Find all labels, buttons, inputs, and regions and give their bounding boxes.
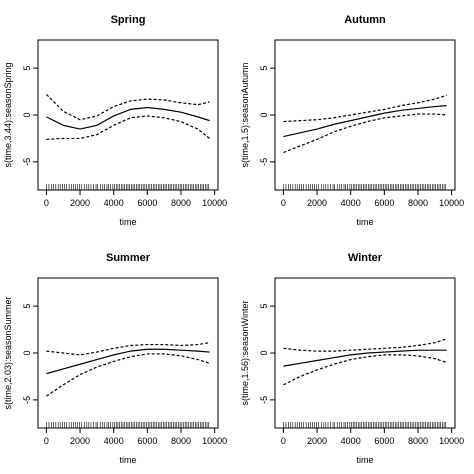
y-tick-label: 5 bbox=[259, 66, 269, 71]
plot-frame bbox=[274, 39, 456, 191]
x-tick-label: 4000 bbox=[104, 198, 124, 208]
y-tick-label: -5 bbox=[259, 396, 269, 404]
series-upper-line bbox=[46, 342, 210, 356]
x-tick-label: 10000 bbox=[439, 198, 464, 208]
y-tick-label: 5 bbox=[22, 66, 32, 71]
series-fit-line bbox=[283, 105, 447, 138]
y-axis-label: s(time,3.44):seasonSpring bbox=[3, 62, 13, 167]
panel-title: Winter bbox=[348, 252, 383, 264]
y-tick-label: -5 bbox=[259, 158, 269, 166]
series-lower-line bbox=[46, 353, 210, 397]
x-tick-label: 4000 bbox=[341, 198, 361, 208]
x-tick-label: 8000 bbox=[408, 198, 428, 208]
x-tick-label: 8000 bbox=[408, 436, 428, 446]
y-axis-label: s(time,1.5):seasonAutumn bbox=[240, 62, 250, 167]
x-tick-label: 2000 bbox=[307, 436, 327, 446]
x-tick-label: 6000 bbox=[137, 198, 157, 208]
x-tick-label: 0 bbox=[44, 198, 49, 208]
panel-1: Spring 0 2000 4000 6000 8000 10000 -5 0 5 time s(ti… bbox=[3, 14, 227, 227]
x-tick-label: 4000 bbox=[104, 436, 124, 446]
series-upper-line bbox=[45, 93, 210, 121]
y-tick-label: 5 bbox=[22, 304, 32, 309]
x-tick-label: 10000 bbox=[202, 198, 227, 208]
panel-title: Autumn bbox=[344, 14, 386, 26]
series-fit-line bbox=[46, 348, 210, 375]
y-tick-label: -5 bbox=[22, 396, 32, 404]
plot-frame bbox=[37, 277, 219, 429]
x-tick-label: 2000 bbox=[307, 198, 327, 208]
y-tick-label: 0 bbox=[259, 112, 269, 117]
panel-title: Spring bbox=[111, 14, 146, 26]
series-upper-line bbox=[283, 94, 447, 123]
series-upper-line bbox=[283, 338, 447, 352]
series-lower-line bbox=[46, 115, 210, 140]
panel-title: Summer bbox=[106, 252, 151, 264]
x-tick-label: 10000 bbox=[439, 436, 464, 446]
y-axis-label: s(time,1.56):seasonWinter bbox=[240, 300, 250, 405]
x-tick-label: 2000 bbox=[70, 436, 90, 446]
x-tick-label: 8000 bbox=[171, 436, 191, 446]
x-tick-label: 2000 bbox=[70, 198, 90, 208]
x-axis-label: time bbox=[119, 455, 136, 465]
y-tick-label: 5 bbox=[259, 304, 269, 309]
y-axis-label: s(time,2.03):seasonSummer bbox=[3, 296, 13, 409]
series-lower-line bbox=[283, 113, 447, 154]
y-tick-label: -5 bbox=[22, 158, 32, 166]
panel-3: Summer 0 2000 4000 6000 8000 10000 -5 0 5 time s(ti… bbox=[3, 252, 227, 465]
y-tick-label: 0 bbox=[22, 350, 32, 355]
x-tick-label: 6000 bbox=[137, 436, 157, 446]
x-tick-label: 0 bbox=[281, 436, 286, 446]
x-axis-label: time bbox=[356, 217, 373, 227]
x-axis-label: time bbox=[119, 217, 136, 227]
x-tick-label: 4000 bbox=[341, 436, 361, 446]
x-axis-label: time bbox=[356, 455, 373, 465]
panel-2: Autumn 0 2000 4000 6000 8000 10000 -5 0 5 time s(ti… bbox=[240, 14, 464, 227]
x-tick-label: 6000 bbox=[374, 436, 394, 446]
series-fit-line bbox=[46, 106, 210, 130]
x-tick-label: 0 bbox=[281, 198, 286, 208]
x-tick-label: 10000 bbox=[202, 436, 227, 446]
y-tick-label: 0 bbox=[259, 350, 269, 355]
series-lower-line bbox=[283, 354, 447, 386]
x-tick-label: 8000 bbox=[171, 198, 191, 208]
panel-4: Winter 0 2000 4000 6000 8000 10000 -5 0 5 time s(ti… bbox=[240, 252, 464, 465]
y-tick-label: 0 bbox=[22, 112, 32, 117]
x-tick-label: 0 bbox=[44, 436, 49, 446]
series-fit-line bbox=[283, 349, 447, 367]
x-tick-label: 6000 bbox=[374, 198, 394, 208]
